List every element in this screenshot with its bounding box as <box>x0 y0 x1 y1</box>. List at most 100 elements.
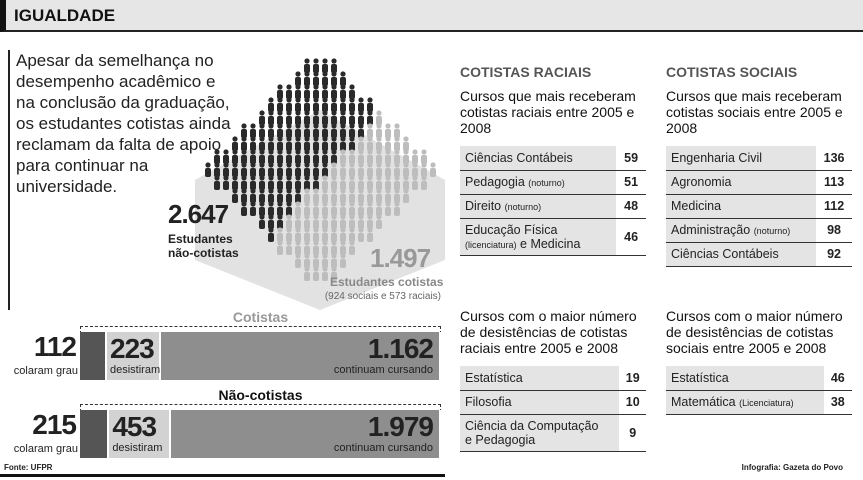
person-icon <box>295 253 301 268</box>
person-icon <box>313 201 319 216</box>
person-icon <box>250 162 256 177</box>
crowd-background <box>195 110 445 310</box>
person-icon <box>367 123 373 138</box>
person-icon <box>259 201 265 216</box>
person-icon <box>295 149 301 164</box>
person-icon <box>376 110 382 125</box>
course-label: Medicina <box>671 199 722 213</box>
person-icon <box>385 123 391 138</box>
person-icon <box>394 123 400 138</box>
person-icon <box>322 97 328 112</box>
person-icon <box>295 97 301 112</box>
person-icon <box>331 253 337 268</box>
person-icon <box>304 136 310 151</box>
person-icon <box>295 84 301 99</box>
person-icon <box>349 84 355 99</box>
person-icon <box>277 110 283 125</box>
person-icon <box>268 97 274 112</box>
person-icon <box>340 123 346 138</box>
person-icon <box>268 110 274 125</box>
course-label: Engenharia Civil <box>671 150 763 165</box>
table-row: Estatística 19 <box>460 366 646 391</box>
course-label: Agronomia <box>671 175 732 189</box>
person-icon <box>241 188 247 203</box>
course-name: Agronomia <box>666 170 817 195</box>
person-icon <box>376 162 382 177</box>
person-icon <box>268 162 274 177</box>
segment-label: continuam cursando <box>333 442 433 454</box>
divider <box>0 474 445 477</box>
course-name: Direito (noturno) <box>460 194 617 219</box>
bar-label-name: colaram grau <box>13 365 78 377</box>
course-label-2: e Medicina <box>520 236 581 251</box>
bar-label-value: 112 <box>33 331 77 362</box>
course-name: Matemática (Licenciatura) <box>666 390 824 415</box>
person-icon <box>331 136 337 151</box>
person-icon <box>367 162 373 177</box>
person-icon <box>376 175 382 190</box>
segment-label: continuam cursando <box>333 364 433 376</box>
person-icon <box>349 188 355 203</box>
bar-segment-colaram-grau <box>80 410 110 458</box>
person-icon <box>241 201 247 216</box>
person-icon <box>322 58 328 73</box>
person-icon <box>304 110 310 125</box>
person-icon <box>367 227 373 242</box>
person-icon <box>250 149 256 164</box>
person-icon <box>331 84 337 99</box>
bar-cotistas: 223 desistiram 1.162 continuam cursando <box>80 332 441 380</box>
person-icon <box>322 162 328 177</box>
intro-text: Apesar da semelhança no desempenho acadê… <box>16 51 231 196</box>
credit: Infografia: Gazeta do Povo <box>741 463 843 472</box>
person-icon <box>376 188 382 203</box>
person-icon <box>277 201 283 216</box>
person-icon <box>313 214 319 229</box>
person-icon <box>367 175 373 190</box>
course-name: Pedagogia (noturno) <box>460 170 617 195</box>
person-icon <box>295 162 301 177</box>
course-label: Filosofia <box>465 395 512 409</box>
person-icon <box>385 175 391 190</box>
person-icon <box>358 227 364 242</box>
person-icon <box>277 240 283 255</box>
social-top-table: Engenharia Civil 136 Agronomia 113 Medicin… <box>666 146 852 267</box>
header-title: IGUALDADE <box>14 6 116 25</box>
person-icon <box>349 123 355 138</box>
quota-label: Estudantes cotistas <box>330 275 444 289</box>
person-icon <box>331 149 337 164</box>
person-icon <box>313 240 319 255</box>
person-icon <box>313 71 319 86</box>
social-dropout-title: Cursos com o maior número de desistência… <box>666 308 843 356</box>
course-count: 46 <box>823 366 852 391</box>
person-icon <box>322 227 328 242</box>
person-icon <box>349 227 355 242</box>
person-icon <box>223 175 229 190</box>
course-count: 19 <box>619 366 646 391</box>
source: Fonte: UFPR <box>4 463 53 472</box>
course-label: Administração <box>671 223 751 237</box>
person-icon <box>304 149 310 164</box>
table-row: Filosofia 10 <box>460 390 646 415</box>
course-count: 92 <box>816 242 852 267</box>
person-icon <box>340 84 346 99</box>
person-icon <box>322 136 328 151</box>
course-name: Ciência da Computação e Pedagogia <box>460 414 620 452</box>
person-icon <box>331 123 337 138</box>
person-icon <box>385 201 391 216</box>
course-count: 10 <box>619 390 646 415</box>
course-name: Ciências Contábeis <box>460 146 617 171</box>
person-icon <box>331 71 337 86</box>
group-bracket <box>80 404 441 412</box>
person-icon <box>358 136 364 151</box>
person-icon <box>340 136 346 151</box>
person-icon <box>394 201 400 216</box>
person-icon <box>241 175 247 190</box>
person-icon <box>340 71 346 86</box>
person-icon <box>286 149 292 164</box>
person-icon <box>286 227 292 242</box>
person-icon <box>358 162 364 177</box>
person-icon <box>250 136 256 151</box>
person-icon <box>349 175 355 190</box>
person-icon <box>268 227 274 242</box>
segment-label: desistiram <box>112 442 163 454</box>
